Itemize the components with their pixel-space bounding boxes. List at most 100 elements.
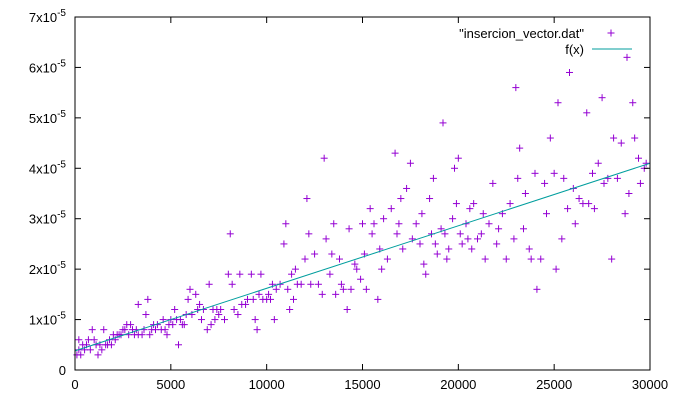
data-point: [236, 270, 244, 278]
data-point: [387, 205, 395, 213]
plot-area: [73, 53, 651, 359]
data-point: [621, 210, 629, 218]
data-point: [474, 235, 481, 243]
x-tick-label: 20000: [440, 377, 476, 392]
data-point: [353, 265, 361, 273]
data-point: [543, 210, 550, 218]
data-point: [215, 311, 223, 319]
data-point: [575, 195, 583, 203]
x-tick-label: 30000: [632, 377, 668, 392]
data-point: [594, 159, 602, 167]
data-point: [589, 169, 596, 177]
data-point: [242, 300, 250, 308]
data-point: [180, 321, 188, 329]
data-point: [585, 200, 593, 208]
data-point: [566, 68, 573, 76]
legend-label-dat: "insercion_vector.dat": [459, 26, 584, 41]
data-point: [636, 179, 644, 187]
data-point: [514, 174, 522, 182]
data-point: [531, 169, 539, 177]
y-tick-label: 7x10-5: [29, 8, 67, 25]
data-point: [127, 321, 135, 329]
data-point: [558, 235, 566, 243]
data-point: [406, 159, 414, 167]
data-point: [311, 250, 319, 258]
data-point: [489, 179, 497, 187]
data-point: [393, 230, 401, 238]
data-point: [282, 220, 290, 228]
data-point: [297, 280, 305, 288]
data-point: [320, 154, 328, 162]
data-point: [142, 311, 150, 319]
data-point: [176, 316, 184, 324]
data-point: [383, 255, 391, 263]
data-point: [203, 326, 211, 334]
data-point: [286, 305, 294, 313]
data-point: [439, 119, 447, 127]
data-point: [332, 290, 340, 298]
data-point: [380, 215, 388, 223]
data-point: [374, 295, 382, 303]
data-point: [224, 270, 232, 278]
data-point: [600, 179, 608, 187]
data-point: [196, 300, 204, 308]
data-point: [560, 174, 568, 182]
data-point: [368, 230, 376, 238]
data-point: [230, 305, 238, 313]
data-point: [307, 280, 315, 288]
data-point: [613, 174, 621, 182]
data-point: [280, 240, 288, 248]
x-tick-label: 25000: [536, 377, 572, 392]
data-point: [207, 321, 215, 329]
data-point: [100, 326, 108, 334]
data-point: [198, 316, 205, 324]
data-point: [330, 220, 338, 228]
legend-label-fx: f(x): [565, 42, 584, 57]
data-point: [249, 295, 257, 303]
data-point: [211, 316, 219, 324]
data-point: [443, 255, 451, 263]
data-point: [422, 270, 430, 278]
data-point: [359, 220, 366, 228]
data-point: [234, 311, 242, 319]
x-tick-label: 0: [71, 377, 78, 392]
data-point: [290, 295, 297, 303]
data-point: [169, 321, 177, 329]
data-point: [502, 255, 510, 263]
plot-frame: [74, 16, 651, 371]
data-point: [516, 144, 524, 152]
data-point: [362, 285, 370, 293]
data-point: [184, 295, 192, 303]
x-tick-label: 10000: [249, 377, 285, 392]
data-point: [347, 285, 355, 293]
data-point: [481, 255, 489, 263]
data-point: [458, 240, 466, 248]
data-point: [429, 174, 437, 182]
data-point: [617, 139, 625, 147]
data-point: [466, 205, 474, 213]
data-point: [251, 316, 259, 324]
data-point: [144, 295, 152, 303]
x-axis: 0 5000 10000 15000 20000 25000 30000: [71, 17, 668, 392]
data-point: [479, 210, 487, 218]
data-point: [228, 280, 236, 288]
data-point: [608, 255, 616, 263]
x-tick-label: 15000: [344, 377, 380, 392]
data-point: [451, 164, 458, 172]
data-point: [420, 260, 428, 268]
data-point: [284, 285, 292, 293]
data-point: [590, 205, 598, 213]
data-point: [328, 250, 336, 258]
data-point: [205, 280, 213, 288]
data-point: [493, 240, 501, 248]
data-point: [270, 316, 278, 324]
data-point: [267, 295, 274, 303]
data-point: [552, 265, 560, 273]
data-point: [546, 134, 554, 142]
data-point: [121, 326, 129, 334]
data-point: [520, 225, 527, 233]
data-point: [90, 336, 98, 344]
data-point: [337, 280, 345, 288]
data-point: [623, 53, 631, 61]
